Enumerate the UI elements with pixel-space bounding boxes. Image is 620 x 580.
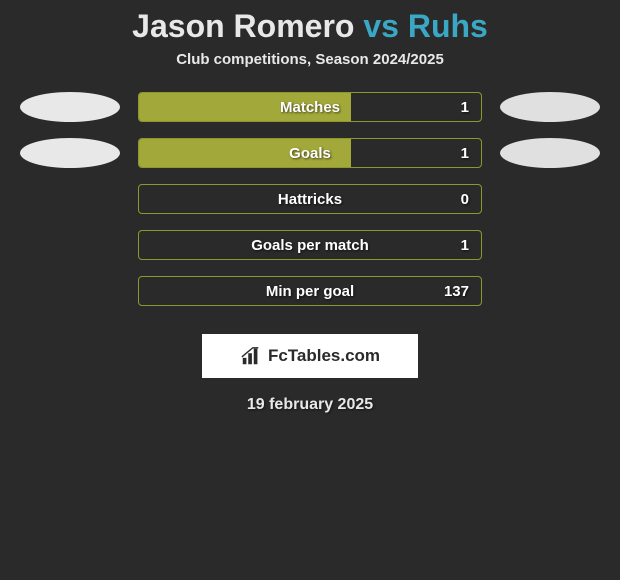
stat-bar: Hattricks0 xyxy=(138,184,482,214)
stat-row: Hattricks0 xyxy=(0,184,620,214)
ellipse-left xyxy=(20,92,120,122)
stat-bar: Min per goal137 xyxy=(138,276,482,306)
ellipse-right xyxy=(500,92,600,122)
title-player1: Jason Romero xyxy=(132,8,354,44)
stat-label: Matches xyxy=(139,93,481,121)
bar-chart-icon xyxy=(240,345,262,367)
stat-row: Matches1 xyxy=(0,92,620,122)
stat-row: Min per goal137 xyxy=(0,276,620,306)
date-text: 19 february 2025 xyxy=(0,396,620,414)
page-title: Jason Romero vs Ruhs xyxy=(0,0,620,51)
subtitle: Club competitions, Season 2024/2025 xyxy=(0,51,620,92)
stat-bar: Goals1 xyxy=(138,138,482,168)
stat-value: 0 xyxy=(461,185,469,213)
title-vs: vs xyxy=(363,8,399,44)
brand-text: FcTables.com xyxy=(268,346,380,366)
stat-bar: Matches1 xyxy=(138,92,482,122)
stat-label: Hattricks xyxy=(139,185,481,213)
stat-value: 1 xyxy=(461,139,469,167)
brand-badge: FcTables.com xyxy=(202,334,418,378)
stat-label: Goals xyxy=(139,139,481,167)
stat-label: Goals per match xyxy=(139,231,481,259)
stat-row: Goals1 xyxy=(0,138,620,168)
stat-value: 1 xyxy=(461,93,469,121)
stat-value: 1 xyxy=(461,231,469,259)
title-player2: Ruhs xyxy=(408,8,488,44)
ellipse-left xyxy=(20,138,120,168)
stat-rows: Matches1Goals1Hattricks0Goals per match1… xyxy=(0,92,620,306)
ellipse-right xyxy=(500,138,600,168)
stat-row: Goals per match1 xyxy=(0,230,620,260)
stat-label: Min per goal xyxy=(139,277,481,305)
stat-value: 137 xyxy=(444,277,469,305)
stat-bar: Goals per match1 xyxy=(138,230,482,260)
